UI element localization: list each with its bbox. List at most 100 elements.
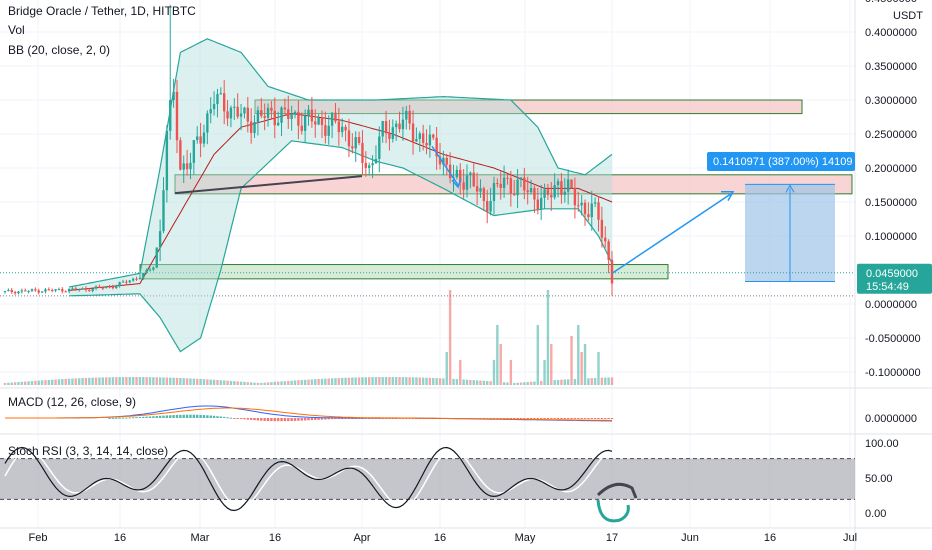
macd-histogram-bar [206, 415, 209, 418]
candle-down [607, 241, 610, 260]
time-tick-label: 16 [434, 532, 446, 544]
volume-bar [280, 381, 283, 385]
candle-down [101, 287, 104, 289]
volume-bar [222, 380, 226, 385]
candle-down [287, 109, 290, 120]
candle-up [239, 113, 243, 117]
volume-bar [115, 377, 118, 385]
volume-bar [526, 382, 529, 385]
volume-bar [67, 378, 71, 385]
volume-bar [118, 377, 121, 385]
candle-up [115, 285, 118, 289]
candle-down [236, 106, 239, 117]
volume-bar [98, 377, 101, 385]
candle-up [81, 288, 84, 290]
volume-bar [357, 377, 361, 385]
candle-up [266, 107, 270, 118]
candle-down [432, 134, 435, 138]
macd-histogram-bar [590, 418, 593, 419]
candle-up [253, 121, 256, 133]
volume-bar [448, 290, 452, 385]
macd-histogram-bar [196, 414, 199, 418]
candle-up [219, 93, 223, 95]
volume-bar [40, 380, 44, 385]
macd-histogram-bar [222, 416, 226, 418]
candle-up [378, 136, 381, 159]
macd-histogram-bar [324, 418, 327, 420]
volume-bar [479, 380, 482, 385]
candle-down [536, 199, 540, 210]
macd-histogram-bar [334, 418, 337, 420]
price-unit-label: USDT [893, 10, 923, 22]
volume-bar [287, 380, 290, 385]
candle-up [196, 136, 199, 141]
price-tick-label: -0.1000000 [865, 367, 921, 379]
candle-down [560, 181, 563, 195]
candle-up [465, 175, 469, 190]
volume-bar [421, 377, 425, 385]
arrow-down-line [431, 145, 459, 186]
volume-bar [88, 377, 91, 385]
candle-down [297, 111, 300, 126]
volume-bar [566, 379, 570, 385]
macd-histogram-bar [529, 418, 533, 419]
macd-histogram-bar [199, 414, 202, 418]
volume-bar [64, 378, 67, 385]
candle-up [455, 169, 459, 178]
bb-lower-band [69, 140, 613, 353]
macd-histogram-bar [496, 418, 499, 419]
volume-bar [74, 378, 78, 385]
candle-down [472, 172, 475, 187]
volume-bar [71, 378, 74, 385]
volume-bar [297, 380, 300, 385]
candle-up [202, 132, 206, 144]
candle-down [597, 202, 600, 220]
volume-bars [3, 290, 614, 385]
macd-histogram-bar [310, 418, 314, 421]
macd-histogram-bar [135, 417, 138, 419]
candle-down [24, 290, 27, 292]
volume-bar [442, 378, 445, 385]
candle-down [337, 121, 341, 133]
candle-down [610, 259, 614, 284]
macd-histogram-bar [239, 418, 243, 419]
candle-up [374, 158, 378, 164]
price-tick-label: 0.1500000 [865, 197, 917, 209]
volume-bar [324, 378, 327, 385]
time-tick-label: Apr [353, 532, 370, 544]
candle-up [162, 190, 165, 232]
macd-histogram-bar [297, 418, 300, 421]
candle-down [179, 140, 182, 170]
volume-bar [560, 379, 563, 385]
candle-down [111, 286, 115, 289]
macd-histogram-bar [158, 415, 162, 418]
volume-bar [253, 382, 256, 385]
volume-bar [192, 378, 196, 385]
volume-legend: Vol [8, 23, 25, 37]
candle-up [216, 94, 219, 105]
symbol-title: Bridge Oracle / Tether, 1D, HITBTC [8, 4, 196, 18]
candle-down [314, 121, 317, 125]
macd-histogram-bar [266, 418, 270, 422]
candle-up [391, 127, 395, 139]
price-tick-label: 0.2000000 [865, 163, 917, 175]
volume-bar [445, 352, 448, 385]
target-label: 0.1410971 (387.00%) 14109 [713, 156, 852, 168]
candle-down [573, 187, 577, 206]
volume-bar [125, 377, 128, 385]
macd-histogram-bar [179, 414, 182, 418]
volume-bar [219, 380, 223, 385]
volume-bar [27, 381, 30, 385]
volume-bar [597, 352, 600, 385]
candle-up [71, 288, 74, 290]
macd-histogram-bar [607, 418, 610, 419]
volume-bar [263, 382, 266, 385]
candle-up [543, 189, 546, 198]
macd-histogram-bar [138, 416, 142, 418]
candle-down [384, 121, 388, 134]
candle-up [189, 162, 192, 170]
volume-bar [435, 378, 438, 385]
volume-bar [81, 378, 84, 385]
macd-histogram-bar [152, 416, 155, 418]
